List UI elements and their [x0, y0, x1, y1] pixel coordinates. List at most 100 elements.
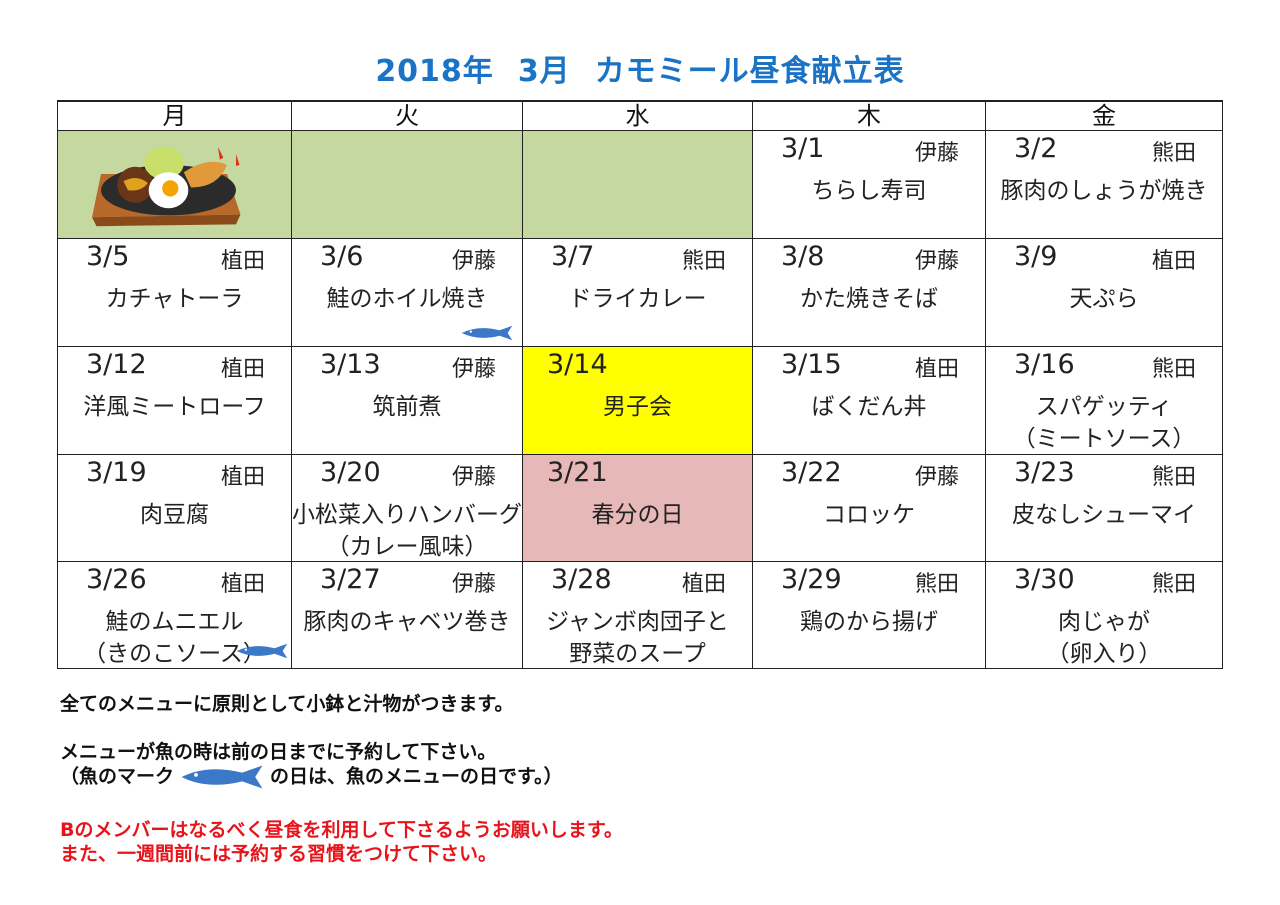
- dish-name: 肉豆腐: [58, 499, 291, 531]
- date-label: 3/14: [547, 349, 608, 380]
- dish-name: かた焼きそば: [753, 283, 985, 315]
- fish-icon: [181, 765, 263, 789]
- staff-name: 熊田: [914, 572, 959, 597]
- dish-name: 鶏のから揚げ: [753, 606, 985, 638]
- dish-line: 鶏のから揚げ: [800, 609, 938, 635]
- date-label: 3/12: [86, 349, 147, 380]
- day-cell: [523, 131, 753, 239]
- date-label: 3/19: [86, 457, 147, 488]
- food-plate-illustration: [92, 147, 241, 227]
- note-side-dishes: 全てのメニューに原則として小鉢と汁物がつきます。: [60, 693, 514, 715]
- day-cell: 3/29 熊田鶏のから揚げ: [753, 562, 986, 669]
- staff-name: 伊藤: [914, 249, 959, 274]
- day-cell: 3/1 伊藤 ちらし寿司: [753, 131, 986, 239]
- note-fish-mark-a: （魚のマーク: [60, 765, 175, 788]
- dish-name: 男子会: [523, 391, 752, 423]
- staff-name: 伊藤: [451, 249, 496, 274]
- day-cell: 3/13 伊藤 筑前煮: [292, 347, 523, 455]
- dish-line: 皮なしシューマイ: [1012, 502, 1196, 528]
- staff-name: 熊田: [1151, 572, 1196, 597]
- weekday-header: 月: [58, 102, 292, 131]
- day-cell: 3/9 植田 天ぷら: [986, 239, 1223, 347]
- fish-icon: [461, 325, 513, 341]
- dish-line: 筑前煮: [372, 394, 442, 420]
- dish-name: 鮭のホイル焼き: [292, 283, 522, 315]
- dish-line: 豚肉のキャベツ巻き: [303, 609, 511, 635]
- staff-name: 植田: [220, 249, 265, 274]
- day-cell: 3/14 男子会: [523, 347, 753, 455]
- dish-line: 豚肉のしょうが焼き: [1000, 178, 1208, 204]
- dish-line: 春分の日: [591, 502, 684, 528]
- dish-name: 皮なしシューマイ: [986, 499, 1222, 531]
- dish-name: 天ぷら: [986, 283, 1222, 315]
- dish-line: （カレー風味）: [326, 534, 488, 560]
- day-cell: 3/21 春分の日: [523, 455, 753, 562]
- weekday-header: 木: [753, 102, 986, 131]
- date-label: 3/23: [1014, 457, 1075, 488]
- dish-line: コロッケ: [823, 502, 915, 528]
- weekday-header: 火: [292, 102, 523, 131]
- dish-line: （ミートソース）: [1012, 426, 1196, 452]
- dish-name: ばくだん丼: [753, 391, 985, 423]
- date-label: 3/6: [320, 241, 364, 272]
- dish-line: スパゲッティ: [1035, 394, 1173, 420]
- staff-name: 植田: [220, 357, 265, 382]
- note-fish-reservation: メニューが魚の時は前の日までに予約して下さい。: [60, 741, 497, 763]
- staff-name: 伊藤: [914, 465, 959, 490]
- day-cell: 3/2 熊田 豚肉のしょうが焼き: [986, 131, 1223, 239]
- day-cell: 3/7 熊田ドライカレー: [523, 239, 753, 347]
- day-cell: 3/12 植田洋風ミートローフ: [58, 347, 292, 455]
- dish-line: 肉豆腐: [140, 502, 209, 528]
- dish-name: 豚肉のしょうが焼き: [986, 175, 1222, 207]
- dish-line: 野菜のスープ: [569, 641, 706, 667]
- day-cell: 3/23 熊田皮なしシューマイ: [986, 455, 1223, 562]
- date-label: 3/29: [781, 564, 842, 595]
- staff-name: 熊田: [1151, 141, 1196, 166]
- date-label: 3/27: [320, 564, 381, 595]
- dish-name: ジャンボ肉団子と 野菜のスープ: [523, 606, 752, 670]
- date-label: 3/21: [547, 457, 608, 488]
- note-fish-mark-b: の日は、魚のメニューの日です。）: [270, 765, 563, 788]
- dish-line: 鮭のホイル焼き: [326, 286, 488, 312]
- staff-name: 熊田: [681, 249, 726, 274]
- day-cell: [292, 131, 523, 239]
- date-label: 3/20: [320, 457, 381, 488]
- day-cell: 3/16 熊田 スパゲッティ （ミートソース）: [986, 347, 1223, 455]
- note-fish-mark: （魚のマーク の日は、魚のメニューの日です。）: [60, 764, 563, 790]
- staff-name: 熊田: [1151, 465, 1196, 490]
- dish-name: コロッケ: [753, 499, 985, 531]
- dish-line: 肉じゃが: [1058, 609, 1150, 635]
- staff-name: 伊藤: [451, 357, 496, 382]
- day-cell: 3/19 植田 肉豆腐: [58, 455, 292, 562]
- dish-line: ばくだん丼: [811, 394, 927, 420]
- dish-line: 小松菜入りハンバーグ: [292, 502, 522, 528]
- date-label: 3/16: [1014, 349, 1075, 380]
- dish-line: 天ぷら: [1069, 286, 1139, 312]
- date-label: 3/7: [551, 241, 595, 272]
- date-label: 3/28: [551, 564, 612, 595]
- menu-calendar-table: 月火水木金 3/1 伊藤 ちらし寿司 3/2 熊田 豚肉のしょうが焼き 3/5 植田 カチャトーラ…: [57, 100, 1223, 669]
- staff-name: 植田: [914, 357, 959, 382]
- dish-line: ちらし寿司: [811, 178, 927, 204]
- page-title: 2018年 3月 カモミール昼食献立表: [0, 46, 1280, 90]
- date-label: 3/15: [781, 349, 842, 380]
- dish-line: ドライカレー: [568, 286, 707, 312]
- fish-icon: [236, 643, 288, 659]
- dish-name: 洋風ミートローフ: [58, 391, 291, 423]
- day-cell: 3/20 伊藤小松菜入りハンバーグ （カレー風味）: [292, 455, 523, 562]
- dish-line: かた焼きそば: [800, 286, 938, 312]
- day-cell: 3/26 植田 鮭のムニエル （きのこソース）: [58, 562, 292, 669]
- dish-name: スパゲッティ （ミートソース）: [986, 391, 1222, 455]
- date-label: 3/1: [781, 133, 825, 164]
- weekday-header: 水: [523, 102, 753, 131]
- dish-name: カチャトーラ: [58, 283, 291, 315]
- dish-line: ジャンボ肉団子と: [546, 609, 729, 635]
- dish-name: 肉じゃが （卵入り）: [986, 606, 1222, 670]
- dish-line: 鮭のムニエル: [105, 609, 244, 635]
- title-year: 2018年: [375, 54, 494, 89]
- staff-name: 伊藤: [451, 465, 496, 490]
- staff-name: 植田: [1151, 249, 1196, 274]
- dish-line: カチャトーラ: [105, 286, 244, 312]
- day-cell: 3/8 伊藤 かた焼きそば: [753, 239, 986, 347]
- dish-line: （きのこソース）: [83, 641, 266, 667]
